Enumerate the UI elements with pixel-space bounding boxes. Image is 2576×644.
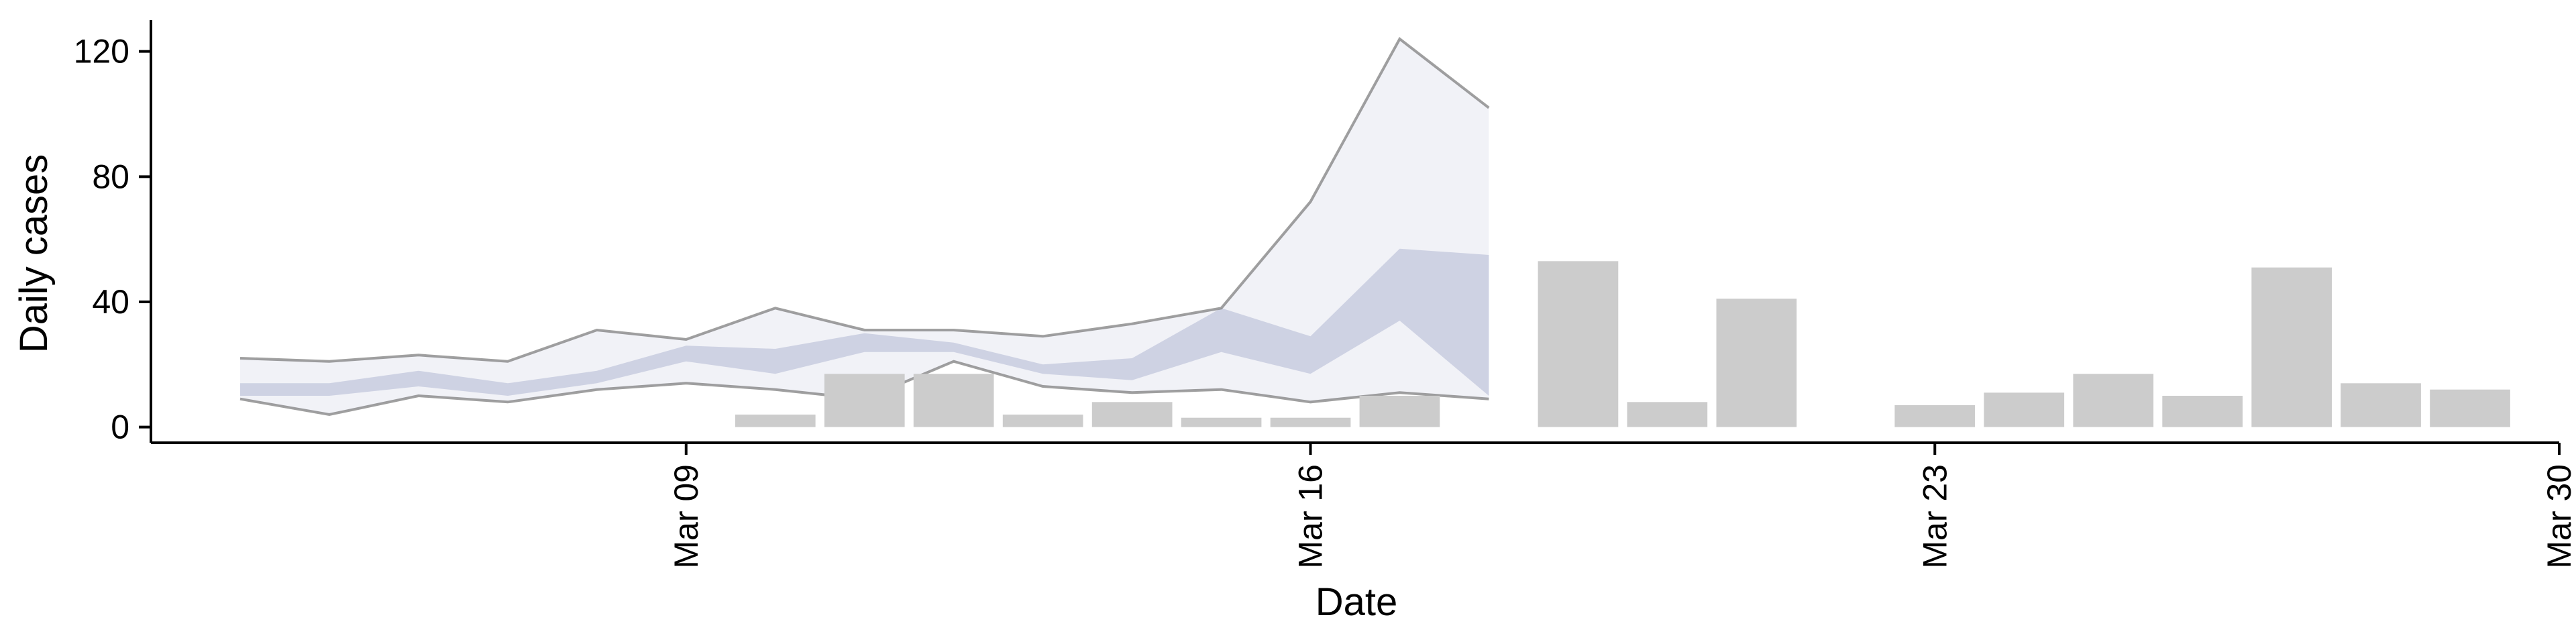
bar-series [735,261,2510,427]
bar [1002,415,1083,427]
nowcast-ribbon [239,36,1490,417]
bar [1627,402,1708,427]
ribbon-50-band [240,248,1489,396]
x-tick-label: Mar 16 [1292,464,1330,569]
bar [824,374,905,427]
bar [913,374,994,427]
bar [2251,267,2332,427]
bar [1894,405,1976,427]
bar [1984,392,2065,427]
ribbon-90-band [240,39,1489,415]
bar [1181,417,1262,427]
bar [2073,374,2154,427]
y-axis-title: Daily cases [12,154,56,354]
bar [2162,396,2243,427]
bar [735,415,816,427]
bar [1716,299,1797,427]
x-tick-label: Mar 09 [667,464,705,569]
bar [2430,389,2510,427]
x-axis-title: Date [1316,580,1398,624]
axes: 0 40 80 120 Mar 09 Mar 16 Mar 23 Mar 30 [74,20,2576,569]
x-tick-label: Mar 30 [2540,464,2576,569]
bar [2341,383,2421,427]
y-tick-label: 80 [92,158,129,195]
bar [1359,396,1440,427]
bar [1091,402,1173,427]
bar [1538,261,1619,427]
bar [1270,417,1351,427]
y-tick-label: 40 [92,283,129,321]
ribbon-upper-line [239,36,1490,363]
y-tick-label: 0 [111,409,129,446]
y-tick-label: 120 [74,33,129,70]
x-tick-label: Mar 23 [1916,464,1953,569]
